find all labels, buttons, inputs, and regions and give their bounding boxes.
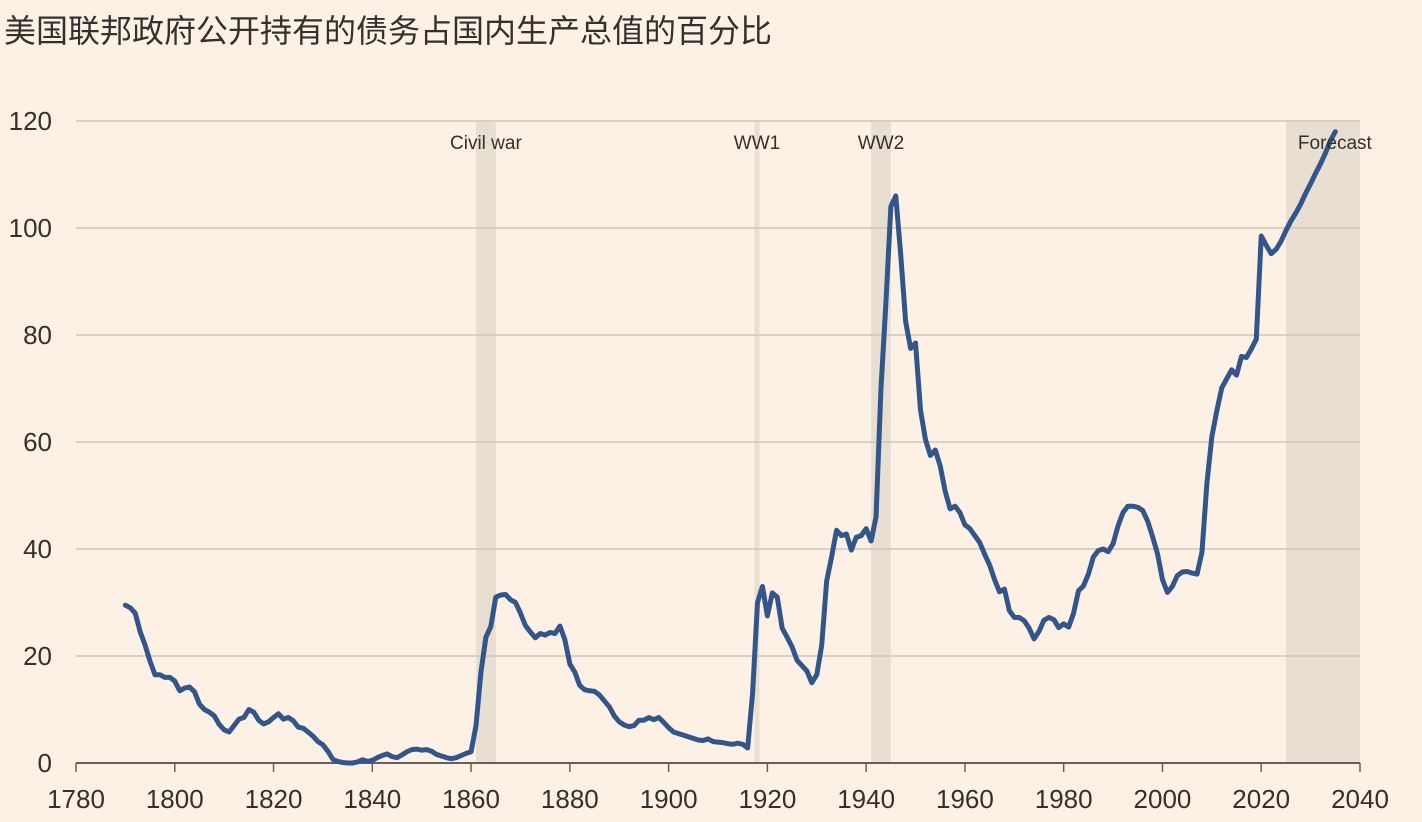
- x-tick-label: 1900: [640, 784, 698, 814]
- y-tick-label: 0: [38, 748, 52, 778]
- x-tick-label: 1940: [837, 784, 895, 814]
- x-tick-label: 1780: [47, 784, 105, 814]
- series-line: [122, 129, 1338, 766]
- gridlines: 0 20 40 60 80 100 120: [9, 106, 1360, 778]
- period-label: Forecast: [1298, 133, 1373, 154]
- x-tick-label: 2000: [1134, 784, 1192, 814]
- x-tick-label: 2020: [1232, 784, 1290, 814]
- y-tick-label: 60: [23, 427, 52, 457]
- x-tick-label: 1840: [343, 784, 401, 814]
- x-tick-label: 1960: [936, 784, 994, 814]
- x-tick-label: 1800: [146, 784, 204, 814]
- x-axis: 1780 1800 1820 1840 1860 1880 1900 1920 1940 1960…: [47, 763, 1389, 814]
- y-tick-label: 100: [9, 213, 52, 243]
- y-tick-label: 20: [23, 641, 52, 671]
- y-tick-label: 40: [23, 534, 52, 564]
- period-labels: Civil war WW1 WW2 Forecast: [450, 133, 1373, 154]
- x-tick-label: 1880: [541, 784, 599, 814]
- period-label: WW1: [734, 133, 780, 154]
- x-tick-label: 1920: [738, 784, 796, 814]
- x-tick-label: 1980: [1035, 784, 1093, 814]
- period-label: Civil war: [450, 133, 522, 154]
- period-label: WW2: [858, 133, 904, 154]
- x-tick-label: 1820: [245, 784, 303, 814]
- series-line-group: [122, 129, 1338, 766]
- x-tick-label: 2040: [1331, 784, 1389, 814]
- y-tick-label: 80: [23, 320, 52, 350]
- x-tick-label: 1860: [442, 784, 500, 814]
- y-tick-label: 120: [9, 106, 52, 136]
- chart-title: 美国联邦政府公开持有的债务占国内生产总值的百分比: [4, 12, 773, 50]
